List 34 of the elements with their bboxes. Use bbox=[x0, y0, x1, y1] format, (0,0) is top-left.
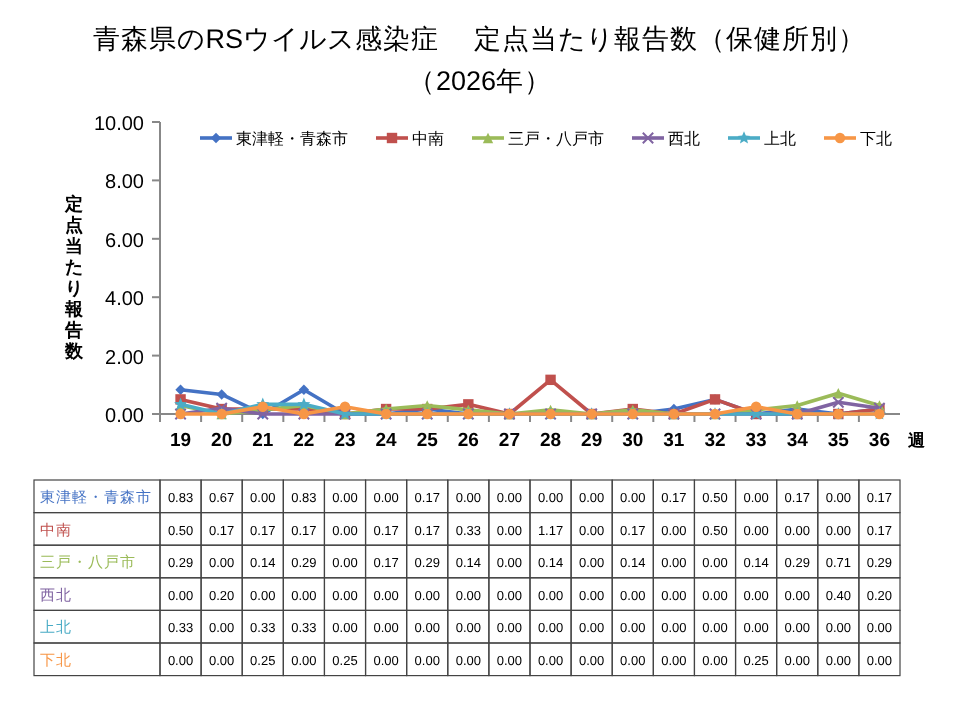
chart-subtitle: （2026年） bbox=[407, 66, 553, 96]
x-tick-label: 36 bbox=[868, 430, 891, 452]
x-tick-label: 19 bbox=[169, 430, 192, 452]
legend-label: 三戸・八戸市 bbox=[508, 130, 604, 148]
x-tick-label: 33 bbox=[745, 430, 767, 452]
legend-label: 下北 bbox=[860, 130, 892, 148]
y-tick-label: 10.00 bbox=[93, 114, 145, 136]
x-tick-label: 25 bbox=[416, 430, 440, 452]
legend-label: 西北 bbox=[668, 130, 700, 148]
y-tick-label: 4.00 bbox=[105, 289, 145, 312]
y-tick-label: 0.00 bbox=[105, 406, 145, 428]
x-tick-label: 35 bbox=[827, 430, 851, 452]
x-tick-label: 29 bbox=[581, 430, 603, 452]
x-tick-label: 24 bbox=[375, 430, 399, 452]
legend-label: 上北 bbox=[764, 130, 796, 148]
x-tick-label: 28 bbox=[539, 430, 562, 452]
x-axis-title: 週 bbox=[906, 430, 928, 450]
x-tick-label: 26 bbox=[457, 430, 479, 452]
x-tick-label: 31 bbox=[663, 430, 686, 452]
y-tick-label: 6.00 bbox=[105, 230, 145, 253]
legend-label: 中南 bbox=[412, 130, 444, 148]
legend-label: 東津軽・青森市 bbox=[236, 130, 348, 148]
x-tick-label: 21 bbox=[252, 430, 275, 452]
y-axis-title: 定点当たり報告数 bbox=[63, 194, 85, 361]
x-tick-label: 30 bbox=[622, 430, 644, 452]
x-tick-label: 34 bbox=[786, 430, 810, 452]
y-tick-label: 2.00 bbox=[105, 347, 145, 370]
x-tick-label: 32 bbox=[704, 430, 726, 452]
x-tick-label: 27 bbox=[498, 430, 521, 452]
x-tick-label: 20 bbox=[211, 430, 233, 452]
chart-title: 青森県のRSウイルス感染症 定点当たり報告数（保健所別） bbox=[93, 24, 867, 54]
x-tick-label: 22 bbox=[293, 430, 315, 452]
x-tick-label: 23 bbox=[334, 430, 356, 452]
y-tick-label: 8.00 bbox=[105, 172, 145, 195]
